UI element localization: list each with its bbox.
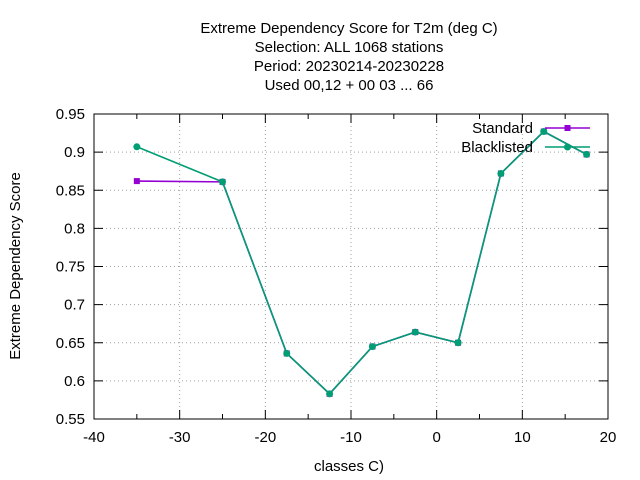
series-layer (133, 128, 591, 398)
x-tick-label: 10 (514, 429, 531, 446)
x-tick-label: -10 (340, 429, 362, 446)
x-tick-label: 0 (432, 429, 440, 446)
data-point-blacklisted (326, 390, 334, 398)
title-line-1: Extreme Dependency Score for T2m (deg C) (200, 20, 497, 37)
x-tick-label: -40 (83, 429, 105, 446)
data-point-blacklisted (454, 339, 462, 347)
y-tick-label: 0.8 (64, 220, 85, 237)
x-tick-label: -30 (169, 429, 191, 446)
data-point-blacklisted (133, 143, 141, 151)
chart-title: Extreme Dependency Score for T2m (deg C)… (200, 20, 497, 94)
legend: Standard Blacklisted (461, 120, 590, 156)
y-axis-label: Extreme Dependency Score (7, 172, 24, 360)
legend-marker-blacklisted (564, 143, 571, 151)
title-line-3: Period: 20230214-20230228 (254, 58, 444, 75)
x-tick-label: -20 (254, 429, 276, 446)
y-tick-label: 0.65 (56, 335, 85, 352)
series-blacklisted (133, 128, 591, 398)
y-tick-label: 0.9 (64, 144, 85, 161)
y-tick-label: 0.85 (56, 182, 85, 199)
data-point-blacklisted (219, 178, 226, 186)
title-line-2: Selection: ALL 1068 stations (255, 39, 444, 56)
series-line-blacklisted (136, 130, 587, 395)
axis-ticks (93, 113, 609, 420)
title-line-4: Used 00,12 + 00 03 ... 66 (265, 77, 434, 94)
series-line-standard (136, 130, 587, 395)
grid (94, 114, 608, 419)
legend-label-standard: Standard (472, 120, 533, 137)
y-tick-label: 0.6 (64, 373, 85, 390)
data-point-blacklisted (411, 328, 419, 336)
data-point-standard (133, 178, 140, 185)
series-standard (133, 128, 590, 397)
y-tick-label: 0.7 (64, 297, 85, 314)
data-point-blacklisted (583, 150, 591, 158)
y-tick-labels: 0.55 0.6 0.65 0.7 0.75 0.8 0.85 0.9 0.95 (56, 106, 85, 428)
y-tick-label: 0.55 (56, 411, 85, 428)
data-point-blacklisted (368, 343, 376, 351)
data-point-blacklisted (497, 169, 505, 177)
x-tick-labels: -40 -30 -20 -10 0 10 20 (83, 429, 616, 446)
legend-marker-standard (564, 125, 571, 131)
legend-label-blacklisted: Blacklisted (461, 139, 533, 156)
x-tick-label: 20 (600, 429, 617, 446)
y-tick-label: 0.75 (56, 259, 85, 276)
x-axis-label: classes C) (314, 458, 384, 475)
data-point-blacklisted (283, 349, 291, 357)
data-point-blacklisted (540, 128, 548, 136)
y-tick-label: 0.95 (56, 106, 85, 123)
